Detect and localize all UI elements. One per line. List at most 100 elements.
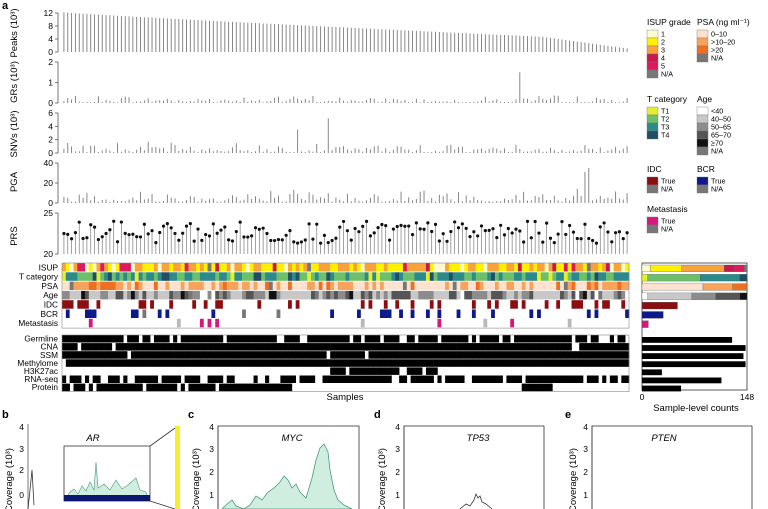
clinical-cell <box>284 281 289 291</box>
snvs-ytick-label: 6 <box>48 108 53 118</box>
assay-cell <box>284 359 289 367</box>
clinical-cell <box>590 300 595 309</box>
prs-point <box>506 226 510 231</box>
clinical-cell <box>127 290 132 300</box>
clinical-cell <box>169 309 174 318</box>
assay-cell <box>130 359 136 367</box>
clinical-cell <box>613 290 618 300</box>
clinical-cell <box>295 290 300 300</box>
clinical-cell <box>176 300 182 309</box>
assay-cell <box>127 343 132 351</box>
clinical-cell <box>276 300 281 309</box>
assay-cell <box>479 335 484 343</box>
prs-point <box>476 234 480 238</box>
clinical-cell <box>360 263 365 272</box>
clinical-cell <box>353 290 358 300</box>
clinical-cell <box>475 272 480 281</box>
clinical-cell <box>153 318 159 328</box>
assay-cell <box>613 343 618 351</box>
clinical-cell <box>184 281 189 291</box>
assay-cell <box>84 351 90 359</box>
clinical-cell <box>88 318 93 328</box>
clinical-cell <box>188 318 193 328</box>
assay-cell <box>556 359 561 367</box>
clinical-cell <box>606 318 611 328</box>
assay-cell <box>180 383 185 392</box>
prs-point <box>468 234 472 239</box>
assay-cell <box>119 359 124 367</box>
assay-cell <box>318 359 323 367</box>
assay-cell <box>295 343 300 351</box>
clinical-cell <box>276 290 281 300</box>
assay-cell <box>552 359 557 367</box>
assay-cell <box>410 367 415 375</box>
clinical-cell <box>406 290 411 300</box>
clinical-cell <box>414 281 419 291</box>
assay-cell <box>556 335 561 343</box>
assay-cell <box>104 335 109 343</box>
clinical-cell <box>376 290 381 300</box>
assay-cell <box>337 335 342 343</box>
assay-cell <box>383 343 388 351</box>
clinical-cell <box>345 300 350 309</box>
assay-cell <box>284 383 289 392</box>
prs-point <box>303 238 307 242</box>
assay-cell <box>314 359 319 367</box>
clinical-cell <box>96 290 101 300</box>
clinical-cell <box>364 281 369 291</box>
snvs-ytick-label: 0 <box>48 148 53 158</box>
clinical-cell <box>161 290 166 300</box>
prs-point <box>100 235 104 239</box>
grs-ytick-label: 0 <box>48 98 53 108</box>
clinical-cell <box>318 272 323 281</box>
assay-cell <box>353 375 358 383</box>
clinical-cell <box>265 272 270 281</box>
clinical-cell <box>272 318 277 328</box>
assay-cell <box>567 359 572 367</box>
assay-cell <box>192 383 197 392</box>
clinical-cell <box>448 263 454 272</box>
clinical-cell <box>556 281 561 291</box>
assay-cell <box>257 383 262 392</box>
clinical-cell <box>291 300 296 309</box>
assay-cell <box>571 359 576 367</box>
assay-cell <box>234 335 239 343</box>
legend-label-tcat: T2 <box>661 115 669 124</box>
assay-cell <box>368 343 373 351</box>
assay-cell <box>142 335 147 343</box>
assay-cell <box>176 375 182 383</box>
assay-cell <box>429 367 434 375</box>
prs-point <box>181 231 185 235</box>
clinical-cell <box>169 263 174 272</box>
clinical-cell <box>529 318 534 328</box>
clinical-cell <box>341 318 346 328</box>
prs-point <box>288 228 292 233</box>
clinical-cell <box>311 281 316 291</box>
assay-cell <box>422 351 427 359</box>
clinical-cell <box>437 300 442 309</box>
assay-cell <box>356 343 362 351</box>
assay-cell <box>364 367 369 375</box>
counts-clinical-segment <box>702 283 733 291</box>
prs-point <box>188 222 192 226</box>
clinical-cell <box>487 309 492 318</box>
legend-swatch-isup <box>646 37 659 47</box>
clinical-cell <box>583 318 588 328</box>
clinical-cell <box>196 272 201 281</box>
clinical-cell <box>429 263 434 272</box>
assay-cell <box>257 335 262 343</box>
assay-cell <box>184 351 189 359</box>
assay-cell <box>383 367 388 375</box>
clinical-cell <box>571 281 576 291</box>
clinical-cell <box>456 272 461 281</box>
assay-cell <box>291 343 296 351</box>
assay-cell <box>245 359 251 367</box>
assay-cell <box>96 335 101 343</box>
clinical-cell <box>73 309 78 318</box>
clinical-cell <box>537 281 542 291</box>
clinical-cell <box>288 281 293 291</box>
legend-label-age: 40–50 <box>711 115 731 124</box>
clinical-cell <box>165 272 170 281</box>
clinical-cell <box>92 290 97 300</box>
assay-cell <box>533 343 538 351</box>
